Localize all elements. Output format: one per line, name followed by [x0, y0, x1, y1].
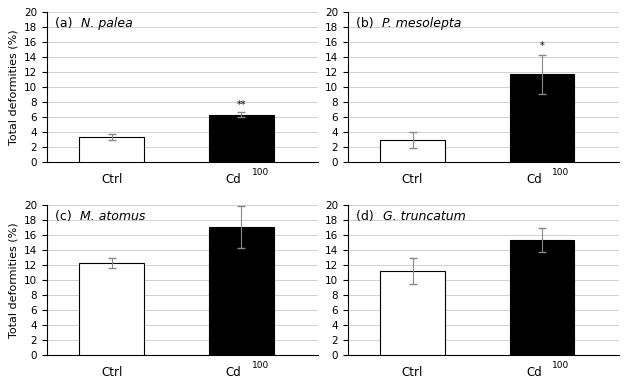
- Text: N. palea: N. palea: [82, 17, 133, 30]
- Bar: [79, 137, 144, 161]
- Text: (a): (a): [55, 17, 76, 30]
- Y-axis label: Total deformities (%): Total deformities (%): [8, 29, 18, 145]
- Text: (d): (d): [356, 210, 377, 223]
- Text: Cd: Cd: [526, 173, 542, 186]
- Text: (b): (b): [356, 17, 377, 30]
- Text: Ctrl: Ctrl: [101, 173, 122, 186]
- Text: (c): (c): [55, 210, 76, 223]
- Text: M. atomus: M. atomus: [80, 210, 146, 223]
- Bar: [510, 240, 574, 354]
- Bar: [79, 263, 144, 354]
- Y-axis label: Total deformities (%): Total deformities (%): [8, 222, 18, 338]
- Bar: [380, 140, 445, 161]
- Text: **: **: [236, 100, 246, 110]
- Text: 100: 100: [251, 361, 269, 370]
- Bar: [510, 74, 574, 161]
- Text: Ctrl: Ctrl: [402, 366, 423, 379]
- Text: 100: 100: [552, 361, 569, 370]
- Bar: [380, 271, 445, 354]
- Text: Ctrl: Ctrl: [402, 173, 423, 186]
- Text: 100: 100: [251, 168, 269, 177]
- Text: Cd: Cd: [225, 366, 241, 379]
- Bar: [209, 227, 273, 354]
- Bar: [209, 115, 273, 161]
- Text: Ctrl: Ctrl: [101, 366, 122, 379]
- Text: Cd: Cd: [225, 173, 241, 186]
- Text: P. mesolepta: P. mesolepta: [382, 17, 461, 30]
- Text: Cd: Cd: [526, 366, 542, 379]
- Text: G. truncatum: G. truncatum: [382, 210, 465, 223]
- Text: *: *: [540, 41, 544, 51]
- Text: 100: 100: [552, 168, 569, 177]
